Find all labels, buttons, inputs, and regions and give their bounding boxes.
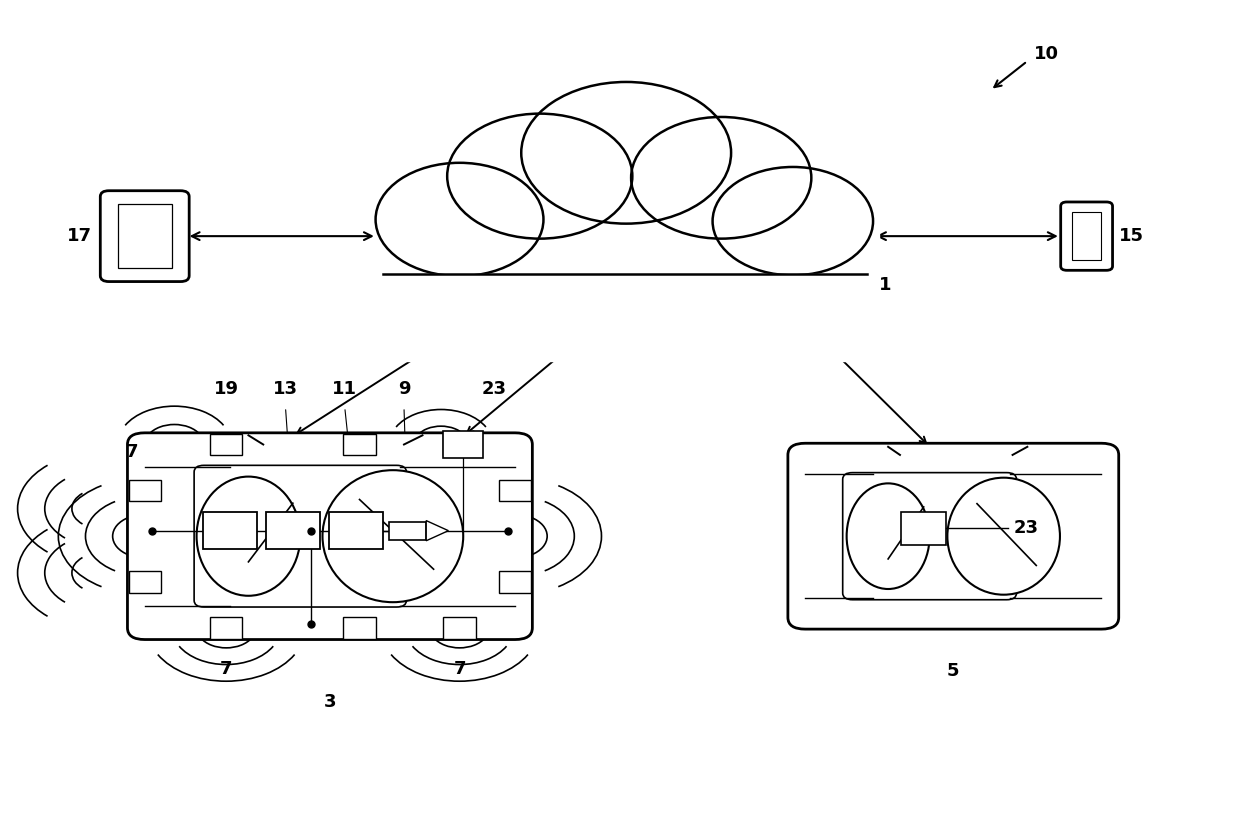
Bar [210, 617, 242, 638]
Bar [444, 434, 476, 456]
Bar [129, 571, 161, 593]
Bar [118, 204, 172, 268]
Text: 23: 23 [1014, 519, 1039, 537]
FancyBboxPatch shape [100, 190, 190, 282]
Ellipse shape [197, 477, 300, 596]
Text: 15: 15 [1118, 227, 1143, 245]
Bar [343, 434, 376, 456]
Bar [265, 513, 320, 549]
Circle shape [508, 144, 732, 294]
Bar [498, 480, 531, 501]
Text: 5: 5 [947, 662, 960, 680]
FancyBboxPatch shape [843, 472, 1017, 600]
Text: 11: 11 [332, 381, 357, 399]
Bar [498, 571, 531, 593]
FancyBboxPatch shape [128, 433, 532, 639]
Circle shape [376, 163, 543, 276]
Bar [203, 513, 257, 549]
Bar [901, 512, 946, 545]
Text: 13: 13 [273, 381, 298, 399]
Text: 7: 7 [454, 659, 466, 678]
Bar [210, 434, 242, 456]
Text: 3: 3 [324, 693, 336, 711]
Text: 17: 17 [67, 227, 92, 245]
Text: 19: 19 [213, 381, 239, 399]
Text: 1: 1 [879, 276, 892, 294]
Ellipse shape [947, 477, 1060, 595]
Circle shape [448, 113, 632, 238]
Text: 9: 9 [398, 381, 410, 399]
Bar [129, 480, 161, 501]
Text: 23: 23 [482, 381, 507, 399]
Circle shape [713, 167, 873, 275]
Ellipse shape [847, 483, 930, 589]
Ellipse shape [322, 470, 464, 602]
Text: 7: 7 [219, 659, 232, 678]
Circle shape [521, 82, 732, 224]
Text: 10: 10 [1033, 44, 1059, 63]
Polygon shape [427, 520, 449, 541]
FancyBboxPatch shape [195, 466, 407, 607]
Bar [329, 513, 383, 549]
Bar [343, 617, 376, 638]
Bar [444, 617, 476, 638]
Bar [444, 431, 482, 458]
Circle shape [631, 117, 811, 238]
Bar [389, 522, 427, 539]
FancyBboxPatch shape [787, 443, 1118, 629]
FancyBboxPatch shape [1060, 202, 1112, 270]
Bar [1071, 212, 1101, 260]
Text: 7: 7 [126, 443, 139, 461]
